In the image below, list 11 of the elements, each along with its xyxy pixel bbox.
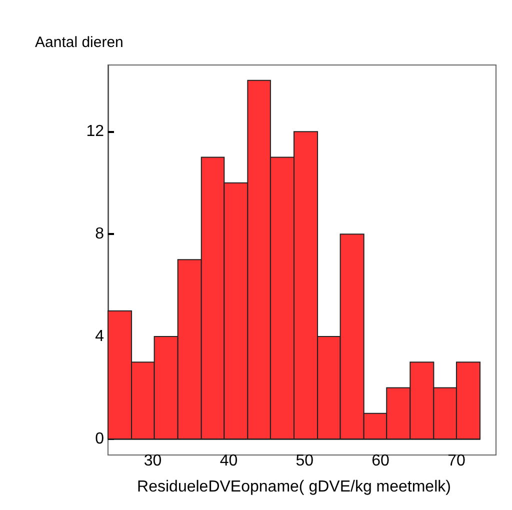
x-tick-label: 40	[220, 452, 238, 470]
y-tick-label: 0	[95, 430, 104, 448]
x-tick-label: 70	[448, 452, 466, 470]
y-tick-label: 12	[86, 123, 104, 140]
y-tick-label: 4	[95, 328, 104, 346]
x-tick-label: 50	[296, 452, 314, 470]
x-tick-label: 60	[372, 452, 390, 470]
x-tick-label: 30	[144, 452, 162, 470]
y-axis-title: Aantal dieren	[35, 34, 124, 51]
y-tick-label: 8	[95, 226, 104, 243]
x-axis-title: ResidueleDVEopname( gDVE/kg meetmelk)	[137, 478, 451, 496]
